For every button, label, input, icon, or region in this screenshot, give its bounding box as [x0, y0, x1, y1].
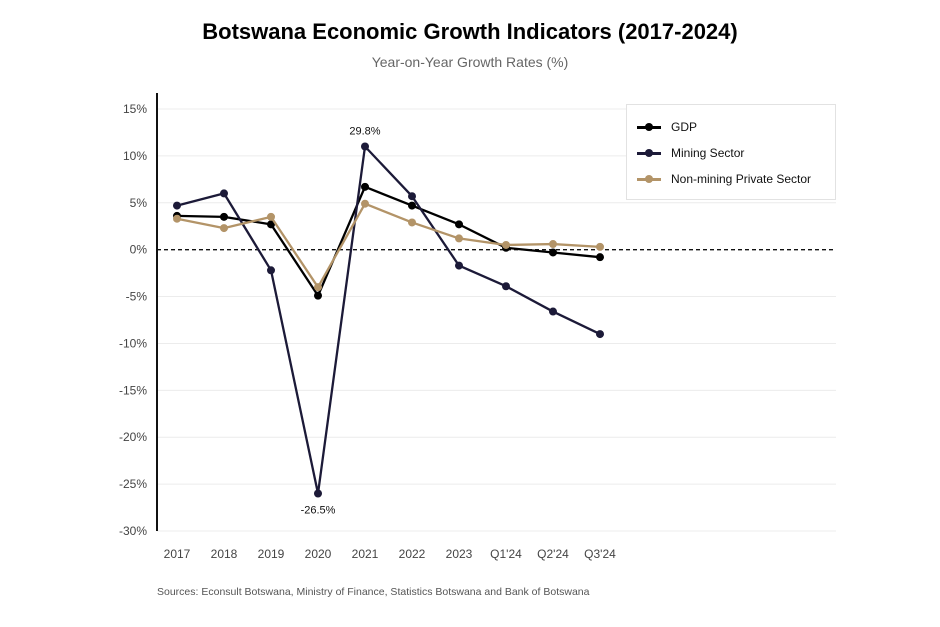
data-point-non-mining-private-sector: [502, 240, 510, 249]
series-line-gdp: [176, 185, 601, 297]
x-tick-label: 2022: [399, 547, 426, 561]
x-tick-label: Q1'24: [490, 547, 522, 561]
y-tick-label: -15%: [119, 383, 147, 397]
data-point-gdp: [455, 220, 463, 229]
series-line-non-mining-private-sector: [176, 202, 601, 289]
chart-subtitle: Year-on-Year Growth Rates (%): [371, 54, 569, 70]
legend: GDP Mining Sector Non-mining Private Sec…: [626, 104, 836, 200]
y-tick-label: 0%: [130, 243, 148, 257]
legend-swatch-gdp: [637, 121, 661, 133]
y-tick-label: -20%: [119, 430, 147, 444]
y-tick-label: -5%: [126, 290, 148, 304]
legend-swatch-non-mining: [637, 173, 661, 185]
data-point-mining-sector: [502, 282, 510, 291]
data-label: 29.8%: [349, 126, 380, 138]
legend-label-gdp: GDP: [671, 120, 698, 134]
data-point-non-mining-private-sector: [220, 224, 228, 233]
data-point-gdp: [408, 201, 416, 210]
x-tick-label: 2017: [164, 547, 191, 561]
data-point-non-mining-private-sector: [549, 240, 557, 249]
data-point-gdp: [596, 253, 604, 262]
y-tick-label: -10%: [119, 336, 147, 350]
data-point-mining-sector: [596, 330, 604, 339]
data-point-mining-sector: [455, 261, 463, 270]
data-point-non-mining-private-sector: [361, 199, 369, 208]
x-tick-label: 2021: [352, 547, 379, 561]
data-point-mining-sector: [314, 489, 322, 498]
data-point-mining-sector: [173, 201, 181, 210]
data-point-gdp: [220, 212, 228, 221]
data-point-mining-sector: [220, 189, 228, 198]
data-point-non-mining-private-sector: [173, 214, 181, 223]
data-point-mining-sector: [549, 307, 557, 316]
series-line-mining-sector: [176, 145, 601, 495]
x-tick-label: Q2'24: [537, 547, 569, 561]
data-point-non-mining-private-sector: [267, 212, 275, 221]
legend-item-mining: Mining Sector: [637, 143, 744, 163]
data-point-non-mining-private-sector: [455, 234, 463, 243]
data-point-mining-sector: [267, 266, 275, 275]
data-point-non-mining-private-sector: [314, 283, 322, 292]
legend-label-non-mining: Non-mining Private Sector: [671, 172, 812, 186]
data-point-mining-sector: [408, 192, 416, 201]
source-note: Sources: Econsult Botswana, Ministry of …: [157, 586, 590, 598]
x-tick-label: 2020: [305, 547, 332, 561]
legend-item-non-mining: Non-mining Private Sector: [637, 169, 811, 189]
data-point-gdp: [361, 182, 369, 191]
y-tick-label: -30%: [119, 524, 147, 538]
chart-title: Botswana Economic Growth Indicators (201…: [202, 19, 738, 44]
x-tick-label: Q3'24: [584, 547, 616, 561]
x-tick-label: 2018: [211, 547, 238, 561]
data-point-non-mining-private-sector: [596, 242, 604, 251]
legend-swatch-mining: [637, 147, 661, 159]
data-point-mining-sector: [361, 142, 369, 151]
y-tick-label: 15%: [123, 102, 147, 116]
data-point-gdp: [314, 291, 322, 300]
legend-label-mining: Mining Sector: [671, 146, 745, 160]
y-tick-label: 5%: [130, 196, 148, 210]
data-point-gdp: [549, 248, 557, 257]
data-label: -26.5%: [301, 504, 336, 516]
data-point-non-mining-private-sector: [408, 218, 416, 227]
y-tick-label: 10%: [123, 149, 147, 163]
legend-item-gdp: GDP: [637, 117, 697, 137]
x-tick-label: 2019: [258, 547, 285, 561]
data-point-gdp: [267, 220, 275, 229]
x-tick-label: 2023: [446, 547, 473, 561]
y-tick-label: -25%: [119, 477, 147, 491]
